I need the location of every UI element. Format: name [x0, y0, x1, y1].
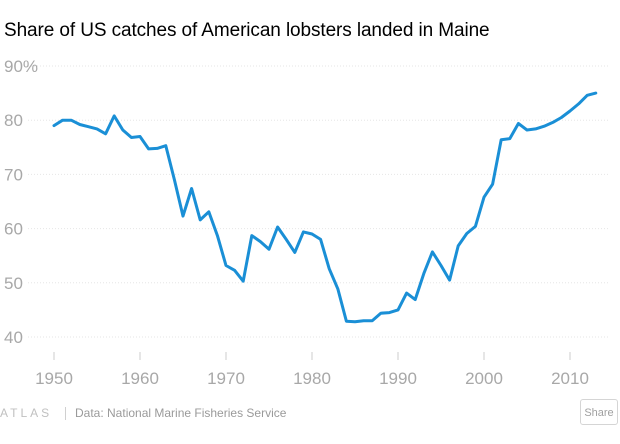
data-point: [440, 265, 441, 266]
data-point: [79, 124, 80, 125]
y-tick-label: 80: [4, 111, 23, 130]
data-point: [423, 273, 424, 274]
data-point: [122, 129, 123, 130]
data-point: [329, 268, 330, 269]
data-point: [182, 216, 183, 217]
data-point: [105, 133, 106, 134]
data-point: [552, 122, 553, 123]
x-tick-label: 2010: [551, 369, 589, 388]
x-tick-label: 1950: [35, 369, 73, 388]
data-point: [148, 148, 149, 149]
data-point: [200, 219, 201, 220]
data-point: [354, 321, 355, 322]
data-point: [131, 137, 132, 138]
chart-title: Share of US catches of American lobsters…: [4, 20, 490, 41]
data-point: [415, 299, 416, 300]
data-point: [509, 138, 510, 139]
data-point: [389, 312, 390, 313]
data-point: [397, 309, 398, 310]
data-point: [492, 184, 493, 185]
data-point: [363, 320, 364, 321]
y-tick-label: 70: [4, 165, 23, 184]
data-point: [311, 233, 312, 234]
data-point: [174, 179, 175, 180]
data-point: [268, 249, 269, 250]
y-tick-label: 60: [4, 220, 23, 239]
data-point: [320, 239, 321, 240]
data-point: [449, 279, 450, 280]
x-tick-label: 2000: [465, 369, 503, 388]
data-point: [518, 123, 519, 124]
data-point: [535, 128, 536, 129]
data-point: [544, 126, 545, 127]
data-point: [251, 235, 252, 236]
x-tick-label: 1990: [379, 369, 417, 388]
data-point: [294, 252, 295, 253]
data-point: [569, 110, 570, 111]
data-point: [157, 148, 158, 149]
series-layer: [52, 91, 598, 324]
data-point: [458, 245, 459, 246]
data-point: [286, 239, 287, 240]
data-point: [88, 126, 89, 127]
gridlines: [28, 65, 610, 338]
data-point: [71, 120, 72, 121]
data-point: [483, 197, 484, 198]
y-tick-label: 50: [4, 274, 23, 293]
data-point: [53, 125, 54, 126]
data-point: [165, 145, 166, 146]
x-axis-labels: 1950 1960 1970 1980 1990 2000 2010: [35, 352, 589, 388]
data-point: [303, 231, 304, 232]
data-point: [380, 313, 381, 314]
data-point: [587, 95, 588, 96]
x-tick-label: 1960: [121, 369, 159, 388]
data-point: [217, 235, 218, 236]
data-point: [475, 226, 476, 227]
source-note: Data: National Marine Fisheries Service: [75, 406, 287, 420]
data-point: [372, 320, 373, 321]
footer-divider: [65, 407, 66, 420]
share-button[interactable]: Share: [580, 399, 618, 425]
series-line: [52, 91, 598, 324]
data-point: [191, 188, 192, 189]
y-tick-label: 90%: [4, 57, 38, 76]
data-point: [243, 281, 244, 282]
data-point: [139, 136, 140, 137]
data-point: [595, 93, 596, 94]
data-point: [561, 117, 562, 118]
data-point: [234, 270, 235, 271]
data-point: [501, 139, 502, 140]
y-axis-labels: 40 50 60 70 80 90%: [4, 57, 38, 347]
data-point: [62, 120, 63, 121]
atlas-logo[interactable]: ATLAS: [0, 406, 53, 420]
data-point: [526, 129, 527, 130]
data-point: [225, 265, 226, 266]
data-point: [260, 241, 261, 242]
data-point: [337, 288, 338, 289]
data-point: [406, 292, 407, 293]
x-tick-label: 1970: [207, 369, 245, 388]
chart-footer: ATLAS Data: National Marine Fisheries Se…: [0, 396, 620, 430]
data-point: [114, 115, 115, 116]
data-point: [466, 233, 467, 234]
x-tick-label: 1980: [293, 369, 331, 388]
data-point: [208, 211, 209, 212]
data-point: [578, 103, 579, 104]
data-point: [96, 128, 97, 129]
line-chart: 40 50 60 70 80 90% 1950 1960 1970 1980 1990 2000 20…: [4, 57, 610, 388]
data-point: [277, 226, 278, 227]
data-point: [346, 321, 347, 322]
y-tick-label: 40: [4, 328, 23, 347]
data-point: [432, 251, 433, 252]
